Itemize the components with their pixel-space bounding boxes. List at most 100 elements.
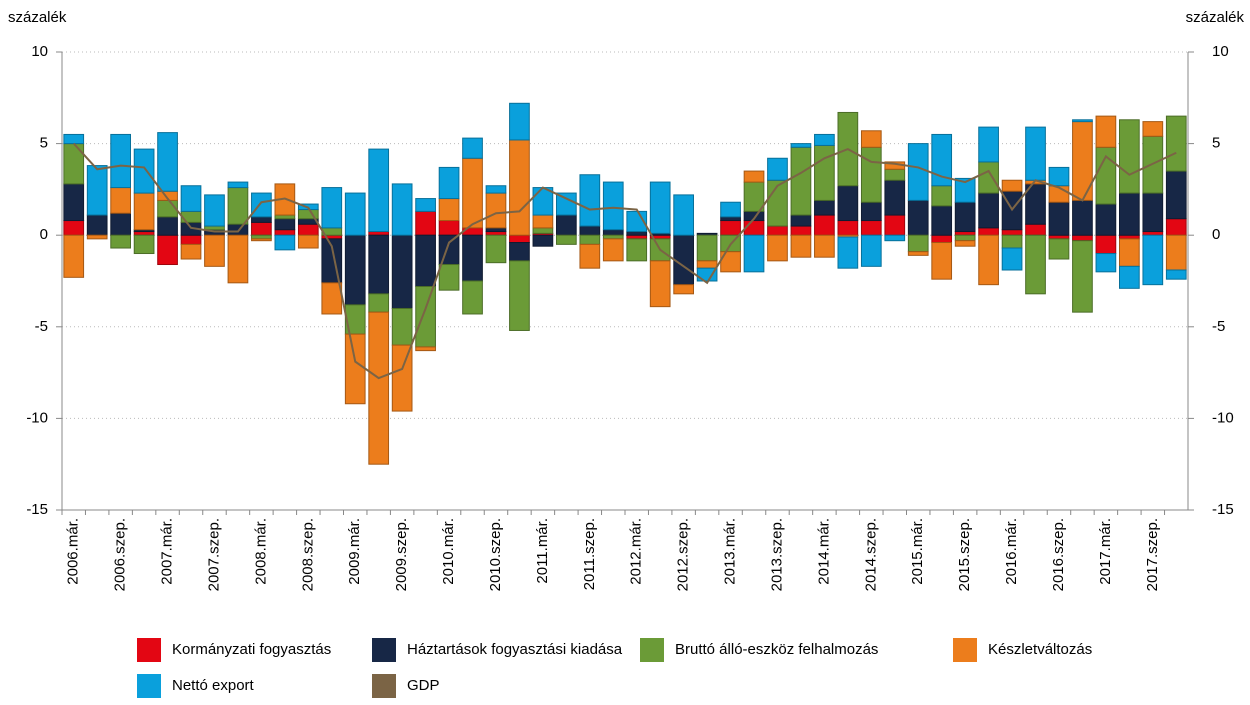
bar (63, 220, 85, 236)
bar (251, 234, 272, 240)
bar (509, 242, 530, 262)
legend-swatch (372, 638, 396, 662)
y2-tick-label: -10 (1212, 409, 1234, 426)
x-tick-label: 2010.szep. (487, 518, 504, 591)
bar (485, 185, 507, 194)
bar (415, 210, 436, 236)
legend-label: Háztartások fogyasztási kiadása (407, 641, 623, 658)
bar (1001, 234, 1023, 249)
bar (110, 234, 131, 249)
y-tick-label: 5 (40, 135, 48, 152)
bar (274, 234, 296, 251)
bar (1072, 199, 1093, 236)
bar (180, 243, 202, 260)
bar (133, 192, 155, 231)
bar (649, 181, 671, 234)
y2-tick-label: -15 (1212, 501, 1234, 518)
bar (626, 234, 648, 240)
bar (391, 307, 413, 346)
x-tick-label: 2007.szep. (205, 518, 222, 591)
bar (790, 234, 812, 258)
bar (368, 148, 390, 233)
bar (954, 240, 976, 247)
bar (274, 214, 296, 220)
bar (626, 231, 648, 236)
bar (1142, 234, 1164, 286)
bar (814, 214, 835, 236)
bar (720, 201, 741, 218)
bar (438, 220, 460, 236)
x-tick-label: 2013.szep. (768, 518, 785, 591)
bar (133, 234, 155, 255)
bar (251, 221, 272, 236)
x-tick-label: 2011.szep. (581, 518, 598, 590)
y-tick-label: -5 (35, 318, 48, 335)
bar (415, 198, 436, 212)
bar (1142, 121, 1164, 137)
bar (602, 181, 624, 231)
bar (157, 216, 178, 236)
bar (1001, 179, 1023, 192)
bar (907, 143, 929, 201)
bar (814, 133, 835, 146)
bar (1048, 234, 1070, 240)
bar (415, 234, 436, 287)
bar (462, 234, 483, 282)
bar (438, 264, 460, 291)
bar (860, 220, 882, 236)
bar (907, 199, 929, 236)
legend-swatch (372, 674, 396, 698)
bar (884, 234, 906, 242)
bar (1165, 269, 1187, 280)
legend-label: Bruttó álló-eszköz felhalmozás (675, 641, 878, 658)
bar (556, 214, 577, 236)
bar (743, 170, 765, 183)
bar (251, 238, 272, 242)
bar (462, 280, 483, 315)
bar (602, 238, 624, 262)
bar (462, 157, 483, 229)
bar (485, 231, 507, 236)
bar (438, 166, 460, 200)
bar (954, 177, 976, 203)
bar (344, 192, 366, 236)
bar (1165, 234, 1187, 271)
bar (907, 234, 929, 253)
bar (931, 234, 953, 244)
bar (532, 227, 554, 234)
bar (344, 234, 366, 306)
bar (720, 216, 741, 222)
bar (1072, 119, 1093, 123)
legend-swatch (640, 638, 664, 662)
x-tick-label: 2008.szep. (299, 518, 316, 591)
bar (579, 225, 601, 236)
legend-label: GDP (407, 677, 440, 694)
bar (814, 199, 835, 216)
bar (978, 126, 999, 163)
x-tick-label: 2015.már. (909, 518, 926, 585)
legend-swatch (137, 638, 161, 662)
bar (954, 234, 976, 242)
bar (814, 144, 835, 201)
bar (860, 234, 882, 267)
bar (814, 234, 835, 258)
bar (297, 223, 319, 236)
bar (1025, 126, 1046, 181)
bar (1025, 234, 1046, 295)
bar (415, 346, 436, 352)
bar (274, 218, 296, 231)
legend-label: Készletváltozás (988, 641, 1092, 658)
bar (321, 187, 343, 229)
bar (860, 130, 882, 148)
bar (790, 225, 812, 236)
bar (509, 234, 530, 244)
bar (602, 229, 624, 236)
bar (297, 234, 319, 249)
bar (532, 214, 554, 229)
bar (1095, 115, 1117, 148)
bar (884, 168, 906, 181)
x-tick-label: 2017.már. (1097, 518, 1114, 585)
legend-label: Nettó export (172, 677, 255, 694)
bar (743, 220, 765, 236)
x-tick-label: 2008.már. (252, 518, 269, 585)
